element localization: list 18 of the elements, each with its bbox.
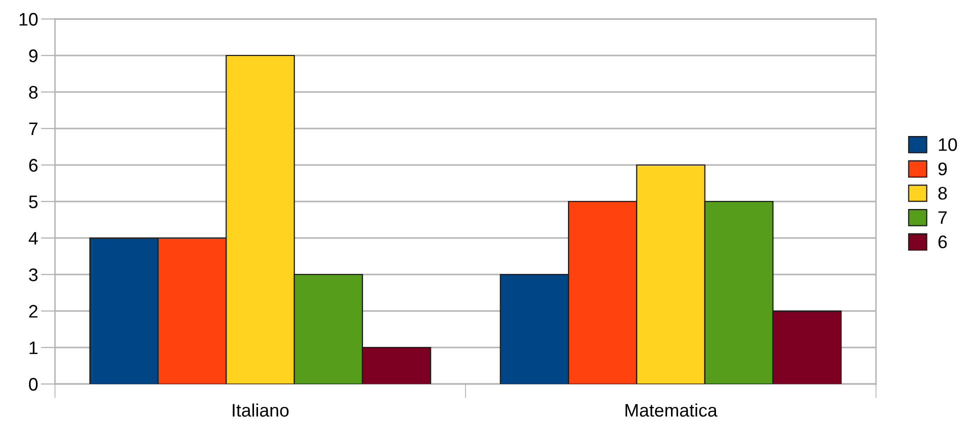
- legend-label: 6: [938, 236, 947, 248]
- y-tick-label: 3: [28, 268, 38, 282]
- y-tick-label: 0: [29, 378, 38, 391]
- y-tick-label: 10: [20, 12, 38, 26]
- y-tick-label: 5: [29, 196, 38, 208]
- legend-label: 9: [938, 162, 947, 176]
- y-tick-label: 9: [29, 49, 38, 62]
- y-tick-label: 8: [29, 86, 38, 99]
- y-tick-label: 7: [29, 122, 38, 136]
- y-tick-label: 6: [29, 158, 38, 172]
- y-tick-label: 2: [29, 304, 38, 318]
- legend-label: 10: [938, 138, 957, 151]
- legend-label: 8: [938, 186, 947, 200]
- x-tick-label: Italiano: [232, 403, 289, 417]
- y-tick-label: 4: [28, 232, 38, 245]
- x-tick-label: Matematica: [626, 403, 718, 417]
- legend-label: 7: [938, 211, 947, 224]
- y-tick-label: 1: [30, 342, 38, 354]
